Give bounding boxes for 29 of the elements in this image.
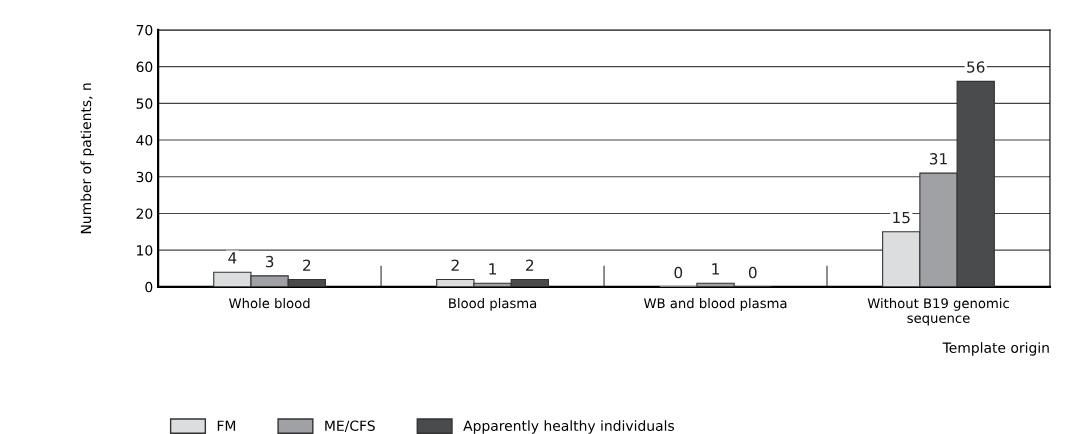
data-label: 0 [748, 266, 757, 279]
y-tick-label: 20 [136, 208, 153, 219]
data-label: 2 [303, 259, 311, 271]
x-tick-label: WB and blood plasma [643, 297, 787, 311]
y-tick-label: 60 [136, 61, 153, 73]
y-tick-label: 40 [136, 135, 153, 146]
y-tick-label: 70 [136, 24, 153, 36]
x-tick-label: Whole blood [229, 297, 310, 309]
data-label: 0 [674, 266, 683, 279]
x-axis-title: Template origin [942, 342, 1049, 356]
data-label: 1 [712, 263, 719, 275]
legend-label: FM [217, 420, 236, 431]
data-label: 2 [526, 259, 534, 271]
data-label: 3 [265, 255, 274, 268]
x-tick-label: Without B19 genomic sequence [867, 297, 1009, 326]
data-label: 1 [489, 263, 497, 275]
y-tick-label: 50 [136, 98, 153, 109]
data-label: 31 [929, 153, 947, 165]
y-tick-label: 10 [137, 245, 153, 256]
legend-label: ME/CFS [325, 420, 375, 433]
x-tick-label: Blood plasma [449, 297, 537, 311]
data-label: 2 [451, 259, 459, 271]
data-label: 4 [228, 252, 237, 264]
y-axis-title: Number of patients, n [80, 83, 94, 234]
data-label: 56 [967, 61, 985, 73]
y-tick-label: 0 [145, 281, 153, 293]
data-label: 15 [893, 211, 910, 224]
y-tick-label: 30 [136, 171, 153, 183]
legend-label: Apparently healthy individuals [463, 420, 675, 434]
